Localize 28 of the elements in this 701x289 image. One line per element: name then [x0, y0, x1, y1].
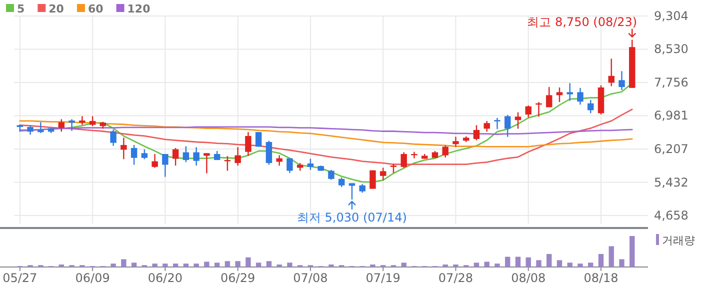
xtick: 06/20 — [148, 271, 182, 285]
xtick: 07/08 — [293, 271, 328, 285]
xtick: 06/09 — [75, 271, 110, 285]
xtick: 08/18 — [584, 271, 618, 285]
legend-item: 20 — [38, 2, 64, 16]
xtick: 07/28 — [438, 271, 474, 285]
legend-label: 60 — [88, 2, 104, 16]
legend-label: 5 — [17, 2, 25, 16]
xtick: 08/08 — [511, 271, 546, 285]
legend-item: 60 — [76, 2, 104, 16]
legend-label: 거래량 — [662, 234, 695, 247]
legend-item: 거래량 — [656, 234, 695, 247]
legend-item: 120 — [116, 2, 150, 16]
annotation: 최고 8,750 (08/23) — [527, 14, 638, 29]
xtick: 06/29 — [220, 271, 256, 285]
xtick: 07/19 — [366, 271, 400, 285]
annotation: 최저 5,030 (07/14) — [296, 210, 407, 225]
ytick: 5,432 — [654, 175, 688, 190]
ytick: 4,658 — [654, 208, 688, 222]
ytick: 7,756 — [654, 75, 688, 90]
ytick: 8,530 — [654, 42, 688, 56]
ytick: 6,207 — [654, 142, 688, 156]
legend-label: 20 — [48, 2, 64, 16]
legend-item: 5 — [6, 2, 25, 16]
ytick: 6,981 — [654, 108, 688, 123]
ytick: 9,304 — [654, 9, 688, 23]
xtick: 05/27 — [2, 271, 38, 285]
legend-label: 120 — [127, 2, 151, 16]
